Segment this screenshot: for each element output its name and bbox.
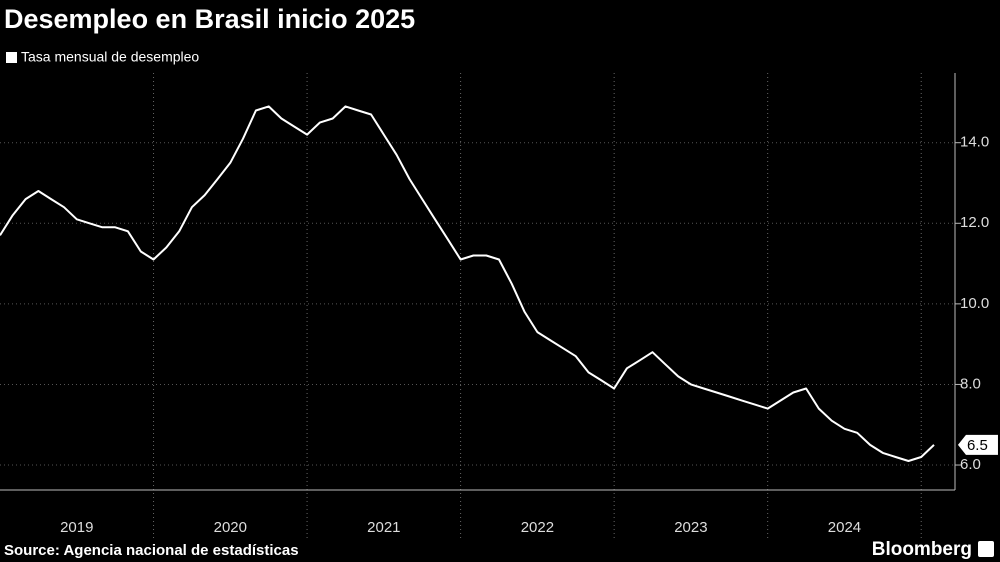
legend-label: Tasa mensual de desempleo (21, 49, 199, 65)
line (0, 105, 935, 462)
chart-title: Desempleo en Brasil inicio 2025 (4, 4, 415, 34)
x-tick-label: 2023 (674, 519, 707, 536)
x-tick-label: 2019 (60, 519, 93, 536)
y-tick-label: 12.0 (960, 214, 989, 231)
legend-swatch (6, 52, 17, 63)
last-value-label: 6.5 (967, 437, 988, 454)
x-tick-label: 2024 (828, 519, 861, 536)
last-value-box (957, 434, 998, 455)
logo: Bloomberg (872, 539, 972, 560)
y-tick-label: 10.0 (960, 295, 989, 312)
x-tick-label: 2022 (521, 519, 554, 536)
y-tick-label: 6.0 (960, 456, 981, 473)
y-tick-label: 8.0 (960, 375, 981, 392)
y-tick-label: 14.0 (960, 134, 989, 151)
logo-icon (978, 541, 994, 557)
x-tick-label: 2020 (214, 519, 247, 536)
x-tick-label: 2021 (367, 519, 400, 536)
source: Source: Agencia nacional de estadísticas (4, 542, 299, 559)
